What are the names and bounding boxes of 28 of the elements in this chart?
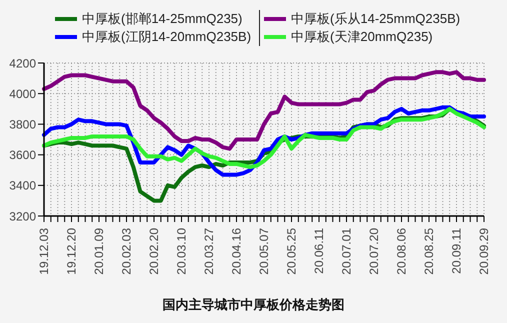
x-tick-label: 20.02.03 bbox=[120, 228, 134, 275]
x-tick-label: 20.07.20 bbox=[367, 228, 382, 275]
x-tick-label: 20.08.25 bbox=[422, 228, 436, 275]
x-tick-label: 20.08.06 bbox=[394, 228, 409, 275]
x-tick-label: 20.03.27 bbox=[202, 228, 216, 275]
y-tick-label: 3400 bbox=[9, 178, 36, 193]
x-tick-label: 19.12.20 bbox=[64, 228, 79, 275]
y-tick-label: 3600 bbox=[9, 148, 36, 162]
x-tick-label: 20.09.11 bbox=[450, 228, 464, 274]
x-tick-label: 20.09.29 bbox=[477, 228, 492, 275]
legend-label: 中厚板(天津20mmQ235) bbox=[291, 28, 433, 46]
x-tick-label: 20.07.01 bbox=[340, 228, 354, 275]
x-tick-label: 20.04.16 bbox=[230, 228, 244, 275]
x-tick-label: 20.03.10 bbox=[174, 228, 189, 275]
text: 国内主导城市中厚板价格走势图 bbox=[162, 296, 346, 314]
legend-label: 中厚板(邯郸14-25mmQ235) bbox=[82, 10, 242, 28]
x-tick-label: 19.12.03 bbox=[37, 228, 52, 275]
x-tick-label: 20.05.25 bbox=[284, 228, 299, 275]
y-tick-label: 3200 bbox=[9, 209, 36, 224]
y-tick-label: 4000 bbox=[9, 86, 36, 101]
legend-label: 中厚板(江阴14-20mmQ235B) bbox=[82, 28, 252, 46]
legend-label: 中厚板(乐从14-25mmQ235B) bbox=[291, 10, 460, 28]
y-tick-label: 3800 bbox=[9, 117, 36, 132]
y-tick-label: 4200 bbox=[9, 56, 36, 70]
x-tick-label: 20.01.09 bbox=[92, 228, 106, 275]
x-tick-label: 20.02.20 bbox=[147, 228, 162, 275]
x-tick-label: 20.06.11 bbox=[312, 228, 326, 274]
x-tick-label: 20.05.07 bbox=[257, 228, 272, 275]
